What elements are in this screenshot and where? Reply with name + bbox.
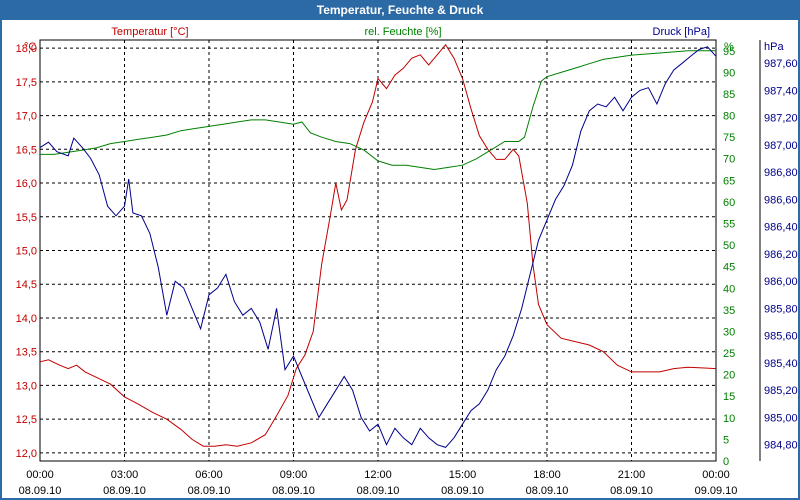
pressure-unit-label: hPa [764, 41, 784, 53]
humidity-tick-label: 40 [723, 283, 735, 295]
humidity-line [40, 50, 716, 171]
x-tick-label-date: 08.09.10 [526, 485, 569, 497]
humidity-tick-label: 55 [723, 219, 735, 231]
x-tick-label-date: 08.09.10 [103, 485, 146, 497]
pressure-tick-label: 985,20 [764, 385, 798, 397]
temperature-tick-label: 13,0 [16, 380, 37, 392]
humidity-tick-label: 5 [723, 434, 729, 446]
humidity-tick-label: 60 [723, 197, 735, 209]
pressure-tick-label: 987,40 [764, 85, 798, 97]
humidity-tick-label: 95 [723, 46, 735, 58]
x-tick-label-date: 08.09.10 [610, 485, 653, 497]
pressure-tick-label: 984,80 [764, 440, 798, 452]
temperature-tick-label: 12,0 [16, 448, 37, 460]
humidity-tick-label: 45 [723, 262, 735, 274]
humidity-tick-label: 10 [723, 413, 735, 425]
pressure-tick-label: 986,40 [764, 222, 798, 234]
temperature-tick-label: 17,5 [16, 77, 37, 89]
x-tick-label-date: 08.09.10 [357, 485, 400, 497]
x-tick-label-time: 03:00 [111, 469, 139, 481]
x-tick-label-date: 09.09.10 [695, 485, 738, 497]
temperature-tick-label: 15,0 [16, 246, 37, 258]
humidity-tick-label: 25 [723, 348, 735, 360]
pressure-tick-label: 985,40 [764, 358, 798, 370]
legend-pressure: Druck [hPa] [653, 26, 710, 38]
pressure-tick-label: 987,60 [764, 58, 798, 70]
temperature-tick-label: 18,0 [16, 43, 37, 55]
temperature-unit-label: °C [24, 41, 36, 53]
legend-humidity: rel. Feuchte [%] [364, 26, 441, 38]
x-tick-label-date: 08.09.10 [19, 485, 62, 497]
pressure-tick-label: 985,00 [764, 412, 798, 424]
x-tick-label-time: 09:00 [280, 469, 308, 481]
pressure-tick-label: 985,80 [764, 303, 798, 315]
humidity-tick-label: 90 [723, 67, 735, 79]
temperature-tick-label: 17,0 [16, 111, 37, 123]
pressure-tick-label: 986,80 [764, 167, 798, 179]
pressure-tick-label: 987,20 [764, 113, 798, 125]
pressure-line [39, 46, 717, 448]
humidity-tick-label: 65 [723, 175, 735, 187]
temperature-tick-label: 14,0 [16, 313, 37, 325]
x-tick-label-date: 08.09.10 [188, 485, 231, 497]
legend-temperature: Temperatur [°C] [111, 26, 188, 38]
pressure-tick-label: 987,00 [764, 140, 798, 152]
x-tick-label-date: 08.09.10 [441, 485, 484, 497]
pressure-tick-label: 985,60 [764, 331, 798, 343]
x-tick-label-date: 08.09.10 [272, 485, 315, 497]
temperature-tick-label: 13,5 [16, 347, 37, 359]
humidity-tick-label: 50 [723, 240, 735, 252]
pressure-tick-label: 986,00 [764, 276, 798, 288]
temperature-tick-label: 16,5 [16, 144, 37, 156]
temperature-line [39, 43, 717, 447]
temperature-tick-label: 14,5 [16, 279, 37, 291]
chart-title: Temperatur, Feuchte & Druck [0, 0, 800, 20]
humidity-tick-label: 80 [723, 111, 735, 123]
pressure-tick-label: 986,60 [764, 194, 798, 206]
x-tick-label-time: 06:00 [195, 469, 223, 481]
x-tick-label-time: 00:00 [702, 469, 730, 481]
pressure-tick-label: 986,20 [764, 249, 798, 261]
humidity-tick-label: 30 [723, 326, 735, 338]
x-tick-label-time: 21:00 [618, 469, 646, 481]
x-tick-label-time: 12:00 [364, 469, 392, 481]
x-tick-label-time: 00:00 [26, 469, 54, 481]
humidity-tick-label: 15 [723, 391, 735, 403]
humidity-tick-label: 75 [723, 132, 735, 144]
temperature-tick-label: 15,5 [16, 212, 37, 224]
humidity-tick-label: 0 [723, 456, 729, 468]
humidity-unit-label: % [724, 41, 734, 53]
x-tick-label-time: 18:00 [533, 469, 561, 481]
temperature-tick-label: 16,0 [16, 178, 37, 190]
humidity-tick-label: 70 [723, 154, 735, 166]
humidity-tick-label: 85 [723, 89, 735, 101]
humidity-tick-label: 35 [723, 305, 735, 317]
temperature-tick-label: 12,5 [16, 414, 37, 426]
humidity-tick-label: 20 [723, 370, 735, 382]
x-tick-label-time: 15:00 [449, 469, 477, 481]
